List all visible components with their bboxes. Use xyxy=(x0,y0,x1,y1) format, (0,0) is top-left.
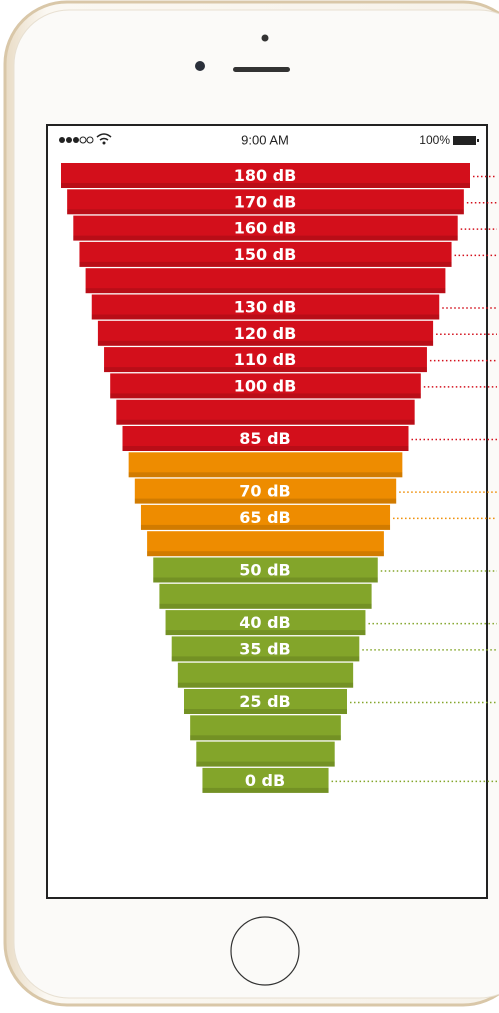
battery-tip xyxy=(477,139,479,142)
level-bar-shade xyxy=(190,735,341,740)
phone-screenshot: 9:00 AM 100% 180 dB 170 dB 160 dB 150 dB 130… xyxy=(0,0,499,1008)
level-label: 50 dB xyxy=(239,561,290,580)
level-label: 100 dB xyxy=(234,376,297,395)
level-bar-shade xyxy=(196,762,334,767)
status-battery: 100% xyxy=(419,133,450,147)
level-label: 70 dB xyxy=(239,482,290,501)
level-label: 0 dB xyxy=(245,771,285,790)
level-bar-shade xyxy=(116,420,414,425)
speaker xyxy=(233,67,290,72)
level-label: 65 dB xyxy=(239,508,290,527)
level-bar-shade xyxy=(147,551,384,556)
level-bar-shade xyxy=(159,604,371,609)
level-label: 160 dB xyxy=(234,219,297,238)
level-label: 40 dB xyxy=(239,613,290,632)
sensor xyxy=(262,35,269,42)
level-label: 170 dB xyxy=(234,192,297,211)
level-label: 130 dB xyxy=(234,298,297,317)
level-label: 120 dB xyxy=(234,324,297,343)
level-bar-shade xyxy=(129,472,403,477)
level-label: 180 dB xyxy=(234,166,297,185)
status-time: 9:00 AM xyxy=(241,132,289,147)
level-label: 150 dB xyxy=(234,245,297,264)
level-label: 35 dB xyxy=(239,639,290,658)
level-bar-shade xyxy=(178,683,353,688)
camera xyxy=(195,61,205,71)
wifi-dot xyxy=(103,142,106,145)
level-bar-shade xyxy=(86,288,446,293)
battery-icon xyxy=(453,136,476,145)
level-label: 110 dB xyxy=(234,350,297,369)
level-label: 25 dB xyxy=(239,692,290,711)
level-label: 85 dB xyxy=(239,429,290,448)
